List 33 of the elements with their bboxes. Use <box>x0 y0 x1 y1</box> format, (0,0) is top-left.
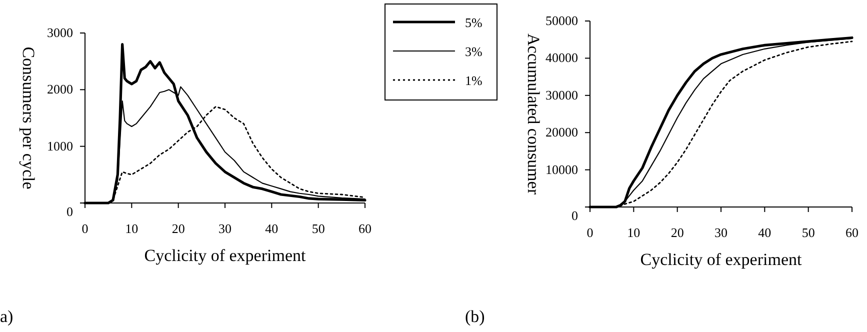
x-tick-label: 10 <box>627 225 640 240</box>
x-tick-label: 50 <box>312 221 325 236</box>
x-tick-label: 40 <box>265 221 278 236</box>
x-tick-label: 20 <box>670 225 684 240</box>
x-tick-label: 60 <box>358 221 372 236</box>
y-axis-title: Accumulated consumer <box>524 34 543 195</box>
y-tick-label: 3000 <box>47 25 73 40</box>
y-tick-label: 30000 <box>546 87 578 102</box>
x-tick-label: 40 <box>758 225 772 240</box>
text: (b) <box>465 307 485 326</box>
x-tick-label: 10 <box>125 221 138 236</box>
legend-label: 5% <box>465 15 482 30</box>
legend-label: 3% <box>465 44 482 59</box>
y-tick-label: 40000 <box>546 50 578 66</box>
x-tick-label: 30 <box>218 221 232 236</box>
y-axis-title: Consumers per cycle <box>19 46 38 190</box>
y-tick-label: 10000 <box>546 162 578 177</box>
x-tick-label: 60 <box>846 225 858 240</box>
text: a) <box>0 307 14 326</box>
x-tick-label: 20 <box>172 221 185 236</box>
x-tick-label: 0 <box>82 221 88 236</box>
y-tick-label: 20000 <box>546 124 578 140</box>
legend-label: 1% <box>465 73 482 88</box>
y-tick-label: 2000 <box>47 82 73 97</box>
y-tick-label: 50000 <box>546 13 578 28</box>
y-tick-label: 1000 <box>47 138 73 154</box>
x-axis-title: Cyclicity of experiment <box>640 250 802 269</box>
x-tick-label: 30 <box>714 225 728 240</box>
y-tick-label: 0 <box>572 208 578 223</box>
x-tick-label: 50 <box>802 225 815 240</box>
x-tick-label: 0 <box>586 225 594 240</box>
x-axis-title: Cyclicity of experiment <box>144 246 306 265</box>
y-tick-label: 0 <box>66 204 73 219</box>
